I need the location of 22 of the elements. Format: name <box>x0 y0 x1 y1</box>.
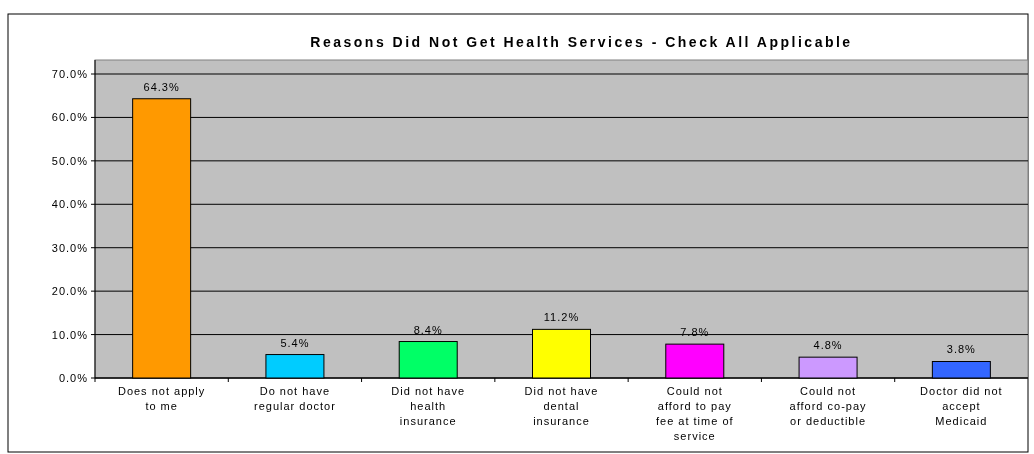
y-tick-label: 60.0% <box>51 111 88 124</box>
y-tick-label: 10.0% <box>51 328 88 341</box>
chart-title: Reasons Did Not Get Health Services - Check All Applicable <box>310 34 853 50</box>
y-tick-label: 50.0% <box>51 154 88 167</box>
data-label: 4.8% <box>813 339 843 352</box>
x-tick-label: Did not have health insurance <box>391 385 466 427</box>
y-tick-label: 40.0% <box>51 198 88 211</box>
x-tick-label: Does not apply to me <box>117 385 206 412</box>
data-label: 11.2% <box>543 311 580 324</box>
data-label: 5.4% <box>280 336 310 349</box>
data-label: 64.3% <box>143 80 180 93</box>
y-tick-label: 20.0% <box>51 285 88 298</box>
x-tick-label: Doctor did not accept Medicaid <box>920 385 1003 427</box>
x-tick-label: Did not have dental insurance <box>524 385 599 427</box>
x-tick-label: Do not have regular doctor <box>253 385 336 412</box>
data-label: 3.8% <box>946 343 976 356</box>
x-tick-label: Could not afford co-pay or deductible <box>789 385 867 427</box>
y-tick-label: 30.0% <box>51 241 88 254</box>
y-tick-label: 70.0% <box>51 68 88 80</box>
y-tick-label: 0.0% <box>58 372 88 384</box>
data-label: 8.4% <box>413 323 443 336</box>
x-tick-label: Could not afford to pay fee at time of service <box>655 385 734 442</box>
